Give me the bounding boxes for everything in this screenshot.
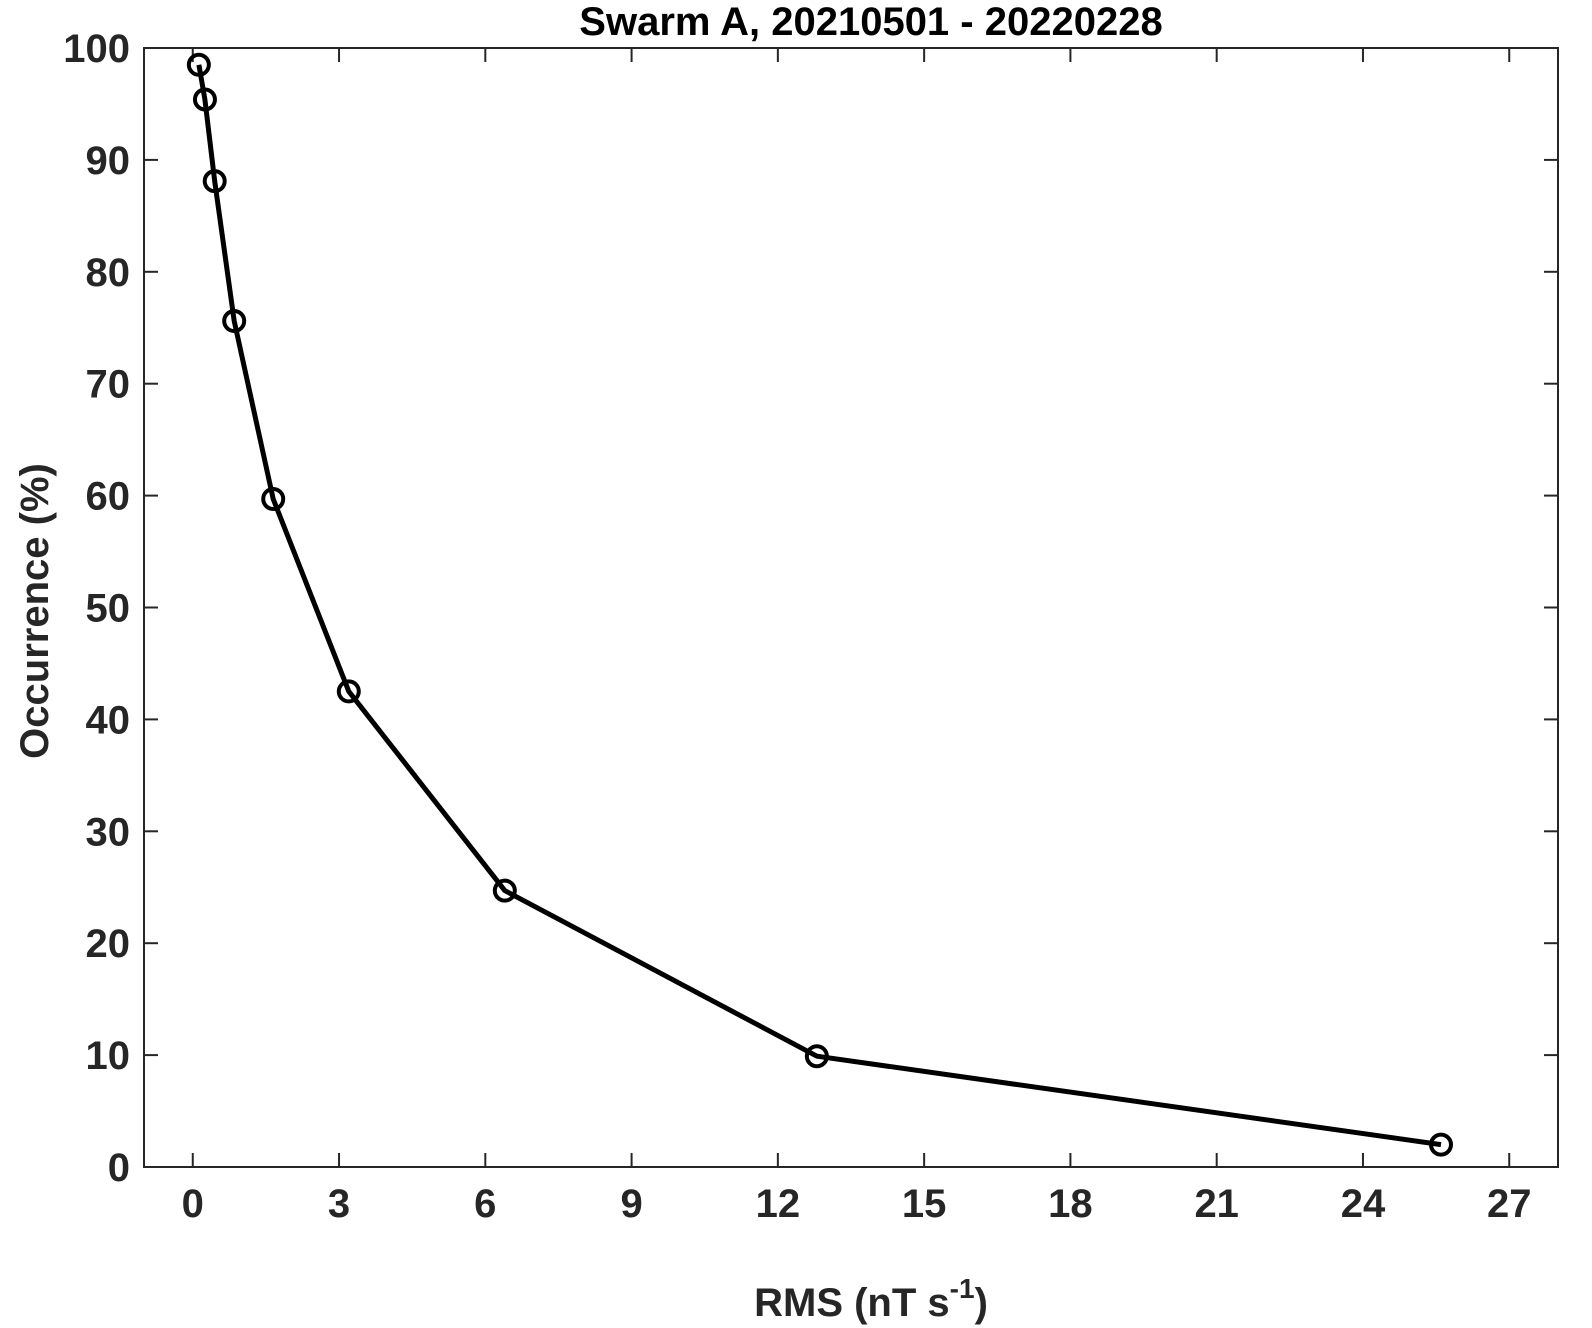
y-tick-label-100: 100 [63, 27, 130, 71]
y-tick-label-0: 0 [108, 1146, 130, 1190]
x-axis-label-main: RMS (nT s [754, 1281, 950, 1325]
data-point-3 [222, 309, 247, 334]
data-point-2 [202, 169, 227, 194]
axes-box [143, 47, 1559, 1168]
x-tick-label-27: 27 [1487, 1182, 1532, 1226]
y-tick-label-50: 50 [86, 587, 131, 631]
x-tick-label-12: 12 [756, 1182, 801, 1226]
x-tick-label-9: 9 [620, 1182, 642, 1226]
y-tick-label-20: 20 [86, 922, 131, 966]
y-tick-label-10: 10 [86, 1034, 131, 1078]
y-tick-label-90: 90 [86, 139, 131, 183]
plot-area: 0 3 6 9 12 15 18 21 24 27 0 10 20 30 40 50 60 70 80 90 100 [63, 27, 1559, 1226]
x-tick-label-0: 0 [182, 1182, 204, 1226]
x-tick-label-18: 18 [1048, 1182, 1093, 1226]
series-line-0 [196, 64, 1442, 1148]
x-axis-label-close: ) [975, 1281, 988, 1325]
x-axis-label: RMS (nT s-1) [754, 1273, 988, 1325]
x-tick-label-24: 24 [1341, 1182, 1386, 1226]
data-point-4 [261, 486, 286, 511]
y-tick-label-40: 40 [86, 698, 131, 742]
data-point-8 [1428, 1132, 1453, 1157]
y-tick-label-60: 60 [86, 475, 131, 519]
data-point-7 [804, 1044, 829, 1069]
x-tick-label-21: 21 [1194, 1182, 1239, 1226]
data-point-6 [492, 878, 517, 903]
y-tick-label-80: 80 [86, 251, 131, 295]
data-point-5 [336, 679, 361, 704]
y-tick-label-70: 70 [86, 363, 131, 407]
data-point-1 [192, 87, 217, 112]
y-tick-label-30: 30 [86, 810, 131, 854]
x-tick-label-15: 15 [902, 1182, 947, 1226]
y-axis-label: Occurrence (%) [13, 463, 57, 759]
chart-title: Swarm A, 20210501 - 20220228 [579, 0, 1162, 44]
x-tick-label-6: 6 [474, 1182, 496, 1226]
x-tick-label-3: 3 [328, 1182, 350, 1226]
data-point-0 [186, 52, 211, 77]
x-axis-label-superscript: -1 [950, 1273, 975, 1304]
